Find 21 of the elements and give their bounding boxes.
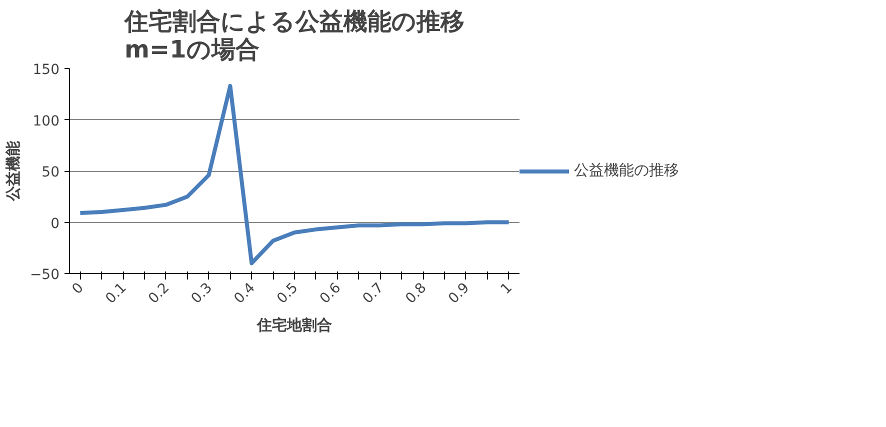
- x-tick-label: 0: [69, 280, 87, 298]
- y-tick-label: −50: [30, 267, 60, 283]
- y-tick-label: 50: [42, 164, 60, 180]
- y-axis-title: 公益機能: [4, 140, 22, 202]
- y-tick-label: 100: [32, 113, 60, 130]
- chart-title: 住宅割合による公益機能の推移 m=1の場合: [124, 8, 464, 64]
- x-tick-label: 0.6: [317, 280, 344, 307]
- x-tick-label: 0.3: [188, 280, 216, 307]
- line-series: [78, 84, 511, 266]
- x-axis-title: 住宅地割合: [256, 316, 332, 334]
- x-tick-label: 0.8: [402, 280, 430, 307]
- legend-label: 公益機能の推移: [574, 161, 679, 180]
- y-tick-label: 150: [32, 62, 60, 78]
- x-tick-label: 0.7: [360, 280, 387, 307]
- x-tick-label: 0.2: [146, 280, 173, 307]
- x-tick-label: 0.4: [231, 280, 258, 307]
- x-tick-label: 0.1: [102, 280, 130, 307]
- x-tick-label: 0.5: [274, 280, 302, 307]
- y-tick-label: 0: [50, 216, 60, 232]
- x-tick-label: 0.9: [446, 280, 473, 307]
- x-tick-label: 1: [498, 280, 516, 298]
